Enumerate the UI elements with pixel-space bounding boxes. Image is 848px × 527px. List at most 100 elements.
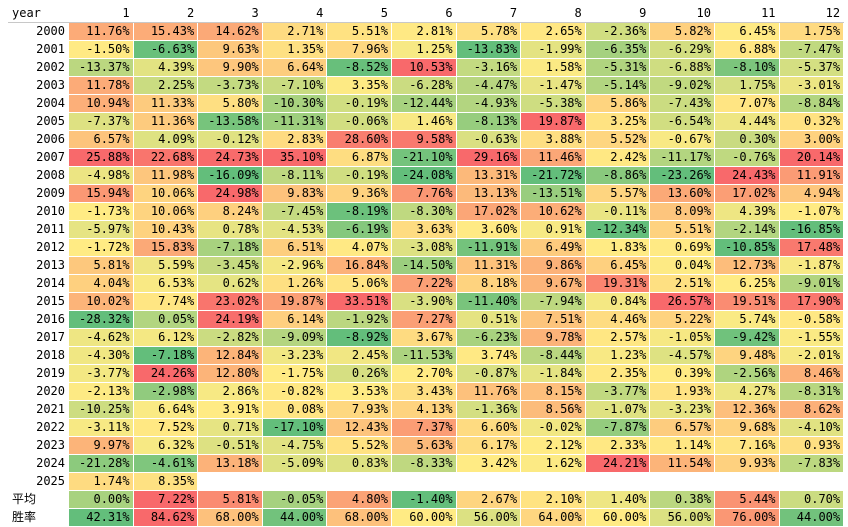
value-cell[interactable]: 17.02%: [455, 202, 522, 221]
value-cell[interactable]: -4.47%: [455, 76, 522, 95]
value-cell[interactable]: [778, 472, 845, 491]
value-cell[interactable]: -8.33%: [390, 454, 457, 473]
value-cell[interactable]: 0.84%: [584, 292, 651, 311]
value-cell[interactable]: -11.53%: [390, 346, 457, 365]
value-cell[interactable]: 15.94%: [68, 184, 134, 203]
value-cell[interactable]: 5.59%: [132, 256, 199, 275]
value-cell[interactable]: 26.57%: [649, 292, 715, 311]
value-cell[interactable]: 0.78%: [197, 220, 263, 239]
value-cell[interactable]: 9.58%: [390, 130, 457, 149]
value-cell[interactable]: 9.36%: [326, 184, 392, 203]
value-cell[interactable]: -4.57%: [649, 346, 715, 365]
value-cell[interactable]: -1.55%: [778, 328, 845, 347]
value-cell[interactable]: 10.53%: [390, 58, 457, 77]
value-cell[interactable]: 7.22%: [390, 274, 457, 293]
value-cell[interactable]: 7.96%: [326, 40, 392, 59]
value-cell[interactable]: 6.17%: [455, 436, 522, 455]
value-cell[interactable]: -1.47%: [520, 76, 586, 95]
value-cell[interactable]: -8.30%: [390, 202, 457, 221]
value-cell[interactable]: 5.63%: [390, 436, 457, 455]
value-cell[interactable]: 1.75%: [713, 76, 780, 95]
row-label[interactable]: 2020: [8, 382, 69, 401]
value-cell[interactable]: 1.25%: [390, 40, 457, 59]
month-header[interactable]: 6: [390, 4, 457, 23]
summary-cell[interactable]: 42.31%: [68, 508, 134, 527]
value-cell[interactable]: 3.74%: [455, 346, 522, 365]
value-cell[interactable]: -6.35%: [584, 40, 651, 59]
value-cell[interactable]: 11.91%: [778, 166, 845, 185]
value-cell[interactable]: 0.05%: [132, 310, 199, 329]
month-header[interactable]: 12: [778, 4, 845, 23]
value-cell[interactable]: 13.60%: [649, 184, 715, 203]
value-cell[interactable]: 24.43%: [713, 166, 780, 185]
value-cell[interactable]: 17.90%: [778, 292, 845, 311]
value-cell[interactable]: -2.98%: [132, 382, 199, 401]
value-cell[interactable]: -13.51%: [520, 184, 586, 203]
value-cell[interactable]: -0.06%: [326, 112, 392, 131]
value-cell[interactable]: 29.16%: [455, 148, 522, 167]
value-cell[interactable]: -0.82%: [261, 382, 328, 401]
value-cell[interactable]: 2.70%: [390, 364, 457, 383]
value-cell[interactable]: -24.08%: [390, 166, 457, 185]
value-cell[interactable]: -2.96%: [261, 256, 328, 275]
value-cell[interactable]: 2.71%: [261, 22, 328, 41]
summary-cell[interactable]: 76.00%: [713, 508, 780, 527]
value-cell[interactable]: [455, 472, 522, 491]
summary-cell[interactable]: 44.00%: [778, 508, 845, 527]
value-cell[interactable]: 4.04%: [68, 274, 134, 293]
value-cell[interactable]: -23.26%: [649, 166, 715, 185]
value-cell[interactable]: -11.91%: [455, 238, 522, 257]
value-cell[interactable]: 4.27%: [713, 382, 780, 401]
value-cell[interactable]: 2.25%: [132, 76, 199, 95]
value-cell[interactable]: 1.58%: [520, 58, 586, 77]
value-cell[interactable]: -14.50%: [390, 256, 457, 275]
value-cell[interactable]: -7.94%: [520, 292, 586, 311]
value-cell[interactable]: -6.28%: [390, 76, 457, 95]
value-cell[interactable]: -3.77%: [584, 382, 651, 401]
value-cell[interactable]: [390, 472, 457, 491]
value-cell[interactable]: 10.02%: [68, 292, 134, 311]
value-cell[interactable]: 4.46%: [584, 310, 651, 329]
value-cell[interactable]: -0.87%: [455, 364, 522, 383]
value-cell[interactable]: 5.51%: [649, 220, 715, 239]
value-cell[interactable]: 4.39%: [713, 202, 780, 221]
row-label[interactable]: 2001: [8, 40, 69, 59]
value-cell[interactable]: 10.62%: [520, 202, 586, 221]
value-cell[interactable]: -10.30%: [261, 94, 328, 113]
value-cell[interactable]: -0.12%: [197, 130, 263, 149]
value-cell[interactable]: 0.26%: [326, 364, 392, 383]
value-cell[interactable]: 3.91%: [197, 400, 263, 419]
value-cell[interactable]: 4.44%: [713, 112, 780, 131]
value-cell[interactable]: -3.23%: [261, 346, 328, 365]
summary-cell[interactable]: 56.00%: [649, 508, 715, 527]
value-cell[interactable]: 8.18%: [455, 274, 522, 293]
value-cell[interactable]: 2.42%: [584, 148, 651, 167]
value-cell[interactable]: 1.14%: [649, 436, 715, 455]
value-cell[interactable]: 10.43%: [132, 220, 199, 239]
value-cell[interactable]: -8.92%: [326, 328, 392, 347]
value-cell[interactable]: 6.25%: [713, 274, 780, 293]
row-label[interactable]: 2011: [8, 220, 69, 239]
value-cell[interactable]: -1.99%: [520, 40, 586, 59]
row-label[interactable]: 2019: [8, 364, 69, 383]
value-cell[interactable]: 35.10%: [261, 148, 328, 167]
value-cell[interactable]: 2.86%: [197, 382, 263, 401]
row-label[interactable]: 2000: [8, 22, 69, 41]
value-cell[interactable]: -2.36%: [584, 22, 651, 41]
value-cell[interactable]: 10.94%: [68, 94, 134, 113]
month-header[interactable]: 8: [520, 4, 586, 23]
value-cell[interactable]: 23.02%: [197, 292, 263, 311]
value-cell[interactable]: -2.82%: [197, 328, 263, 347]
value-cell[interactable]: 11.98%: [132, 166, 199, 185]
value-cell[interactable]: -16.85%: [778, 220, 845, 239]
value-cell[interactable]: 6.88%: [713, 40, 780, 59]
value-cell[interactable]: 12.73%: [713, 256, 780, 275]
value-cell[interactable]: 7.76%: [390, 184, 457, 203]
value-cell[interactable]: 6.32%: [132, 436, 199, 455]
value-cell[interactable]: -7.87%: [584, 418, 651, 437]
value-cell[interactable]: -4.10%: [778, 418, 845, 437]
value-cell[interactable]: -8.31%: [778, 382, 845, 401]
value-cell[interactable]: 5.06%: [326, 274, 392, 293]
value-cell[interactable]: 0.83%: [326, 454, 392, 473]
value-cell[interactable]: 5.57%: [584, 184, 651, 203]
